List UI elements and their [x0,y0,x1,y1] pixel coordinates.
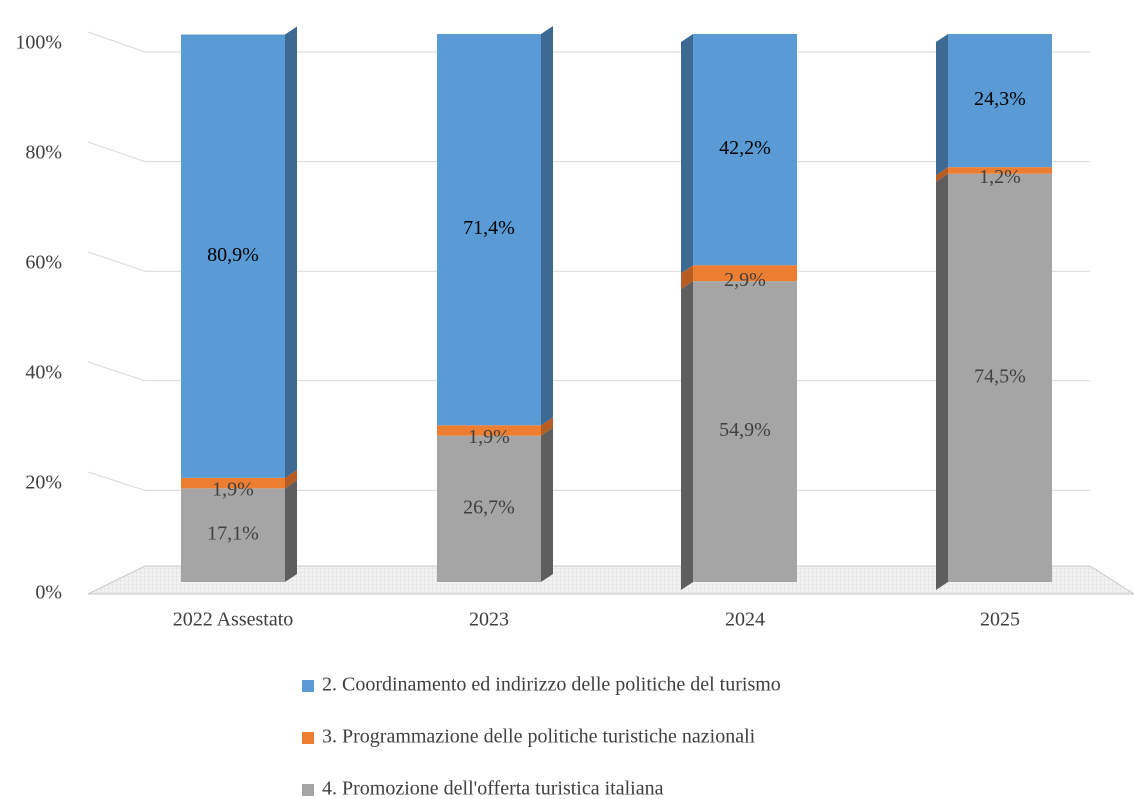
value-label: 42,2% [719,137,771,159]
bar [437,425,541,436]
grid-line-slant [87,31,146,53]
bar [948,34,1052,168]
bar-side [541,427,553,582]
bar [181,34,285,478]
x-tick-label: 2022 Assestato [173,609,294,631]
bar [181,477,285,489]
bar-side [936,173,948,591]
bar-side [681,265,693,290]
x-tick-label: 2025 [980,609,1020,631]
value-label: 1,9% [468,426,510,448]
y-tick-label: 80% [25,142,62,164]
bar-side [541,417,553,436]
grid-line-slant [87,251,146,272]
bar-side [541,26,553,426]
legend-label: 2. Coordinamento ed indirizzo delle poli… [322,674,781,696]
bar [693,265,797,282]
bar [437,34,541,426]
y-tick-label: 100% [15,32,62,54]
value-label: 71,4% [463,217,515,239]
bar [693,281,797,582]
y-tick-label: 0% [35,582,62,604]
bar [693,34,797,266]
grid-line-slant [87,471,146,491]
bar-side [285,480,297,582]
bar-side [936,167,948,182]
value-label: 1,9% [212,479,254,501]
grid-line-slant [87,141,146,163]
value-label: 80,9% [207,244,259,266]
bar [437,435,541,582]
bar-side [681,34,693,274]
y-tick-label: 20% [25,472,62,494]
legend-swatch [302,680,314,692]
x-tick-label: 2023 [469,609,509,631]
bar [948,167,1052,174]
value-label: 54,9% [719,419,771,441]
bar [181,488,285,582]
bar-side [681,281,693,590]
value-label: 1,2% [979,166,1021,188]
y-tick-label: 40% [25,362,62,384]
bar-side [285,26,297,478]
value-label: 24,3% [974,88,1026,110]
legend-label: 3. Programmazione delle politiche turist… [322,726,756,748]
grid-line-slant [87,361,146,382]
legend-swatch [302,732,314,744]
x-tick-label: 2024 [725,609,765,631]
value-label: 17,1% [207,523,259,545]
bar [948,173,1052,583]
bar-side [285,469,297,489]
bar-side [936,34,948,176]
legend-swatch [302,784,314,796]
value-label: 74,5% [974,365,1026,387]
value-label: 26,7% [463,496,515,518]
value-label: 2,9% [724,269,766,291]
y-tick-label: 60% [25,252,62,274]
legend-label: 4. Promozione dell'offerta turistica ita… [322,778,664,799]
